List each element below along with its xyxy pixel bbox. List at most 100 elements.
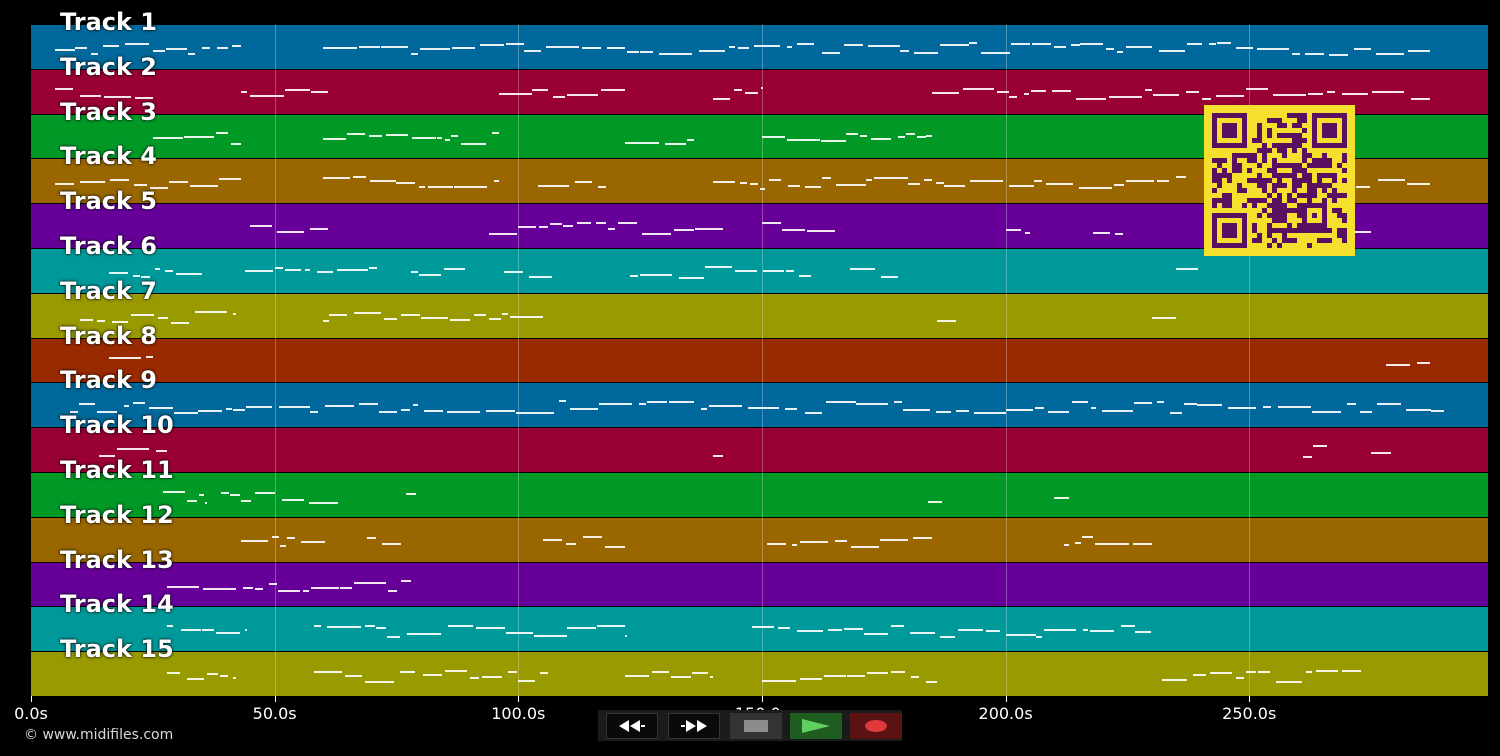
- note-bar: [956, 410, 969, 413]
- track-label: Track 3: [60, 97, 158, 126]
- track-label: Track 12: [60, 500, 174, 529]
- note-bar: [700, 408, 708, 411]
- note-bar: [217, 47, 228, 50]
- note-bar: [476, 626, 505, 629]
- note-bar: [924, 179, 933, 182]
- note-bar: [601, 88, 626, 91]
- note-bar: [1032, 42, 1052, 45]
- note-bar: [1135, 630, 1151, 633]
- note-bar: [368, 266, 377, 269]
- note-bar: [698, 49, 726, 52]
- note-bar: [279, 545, 287, 548]
- note-bar: [1183, 402, 1198, 405]
- note-bar: [761, 87, 764, 90]
- note-bar: [419, 185, 425, 188]
- note-bar: [412, 403, 418, 406]
- note-bar: [1197, 403, 1222, 406]
- note-bar: [1175, 176, 1186, 179]
- note-bar: [1201, 97, 1212, 100]
- note-bar: [324, 404, 354, 407]
- note-bar: [1346, 403, 1356, 406]
- note-bar: [250, 224, 272, 227]
- note-bar: [880, 275, 899, 278]
- note-bar: [710, 676, 714, 679]
- note-bar: [1311, 411, 1342, 414]
- tick-label: 250.0s: [1222, 704, 1277, 723]
- note-bar: [285, 88, 310, 91]
- note-bar: [1109, 96, 1142, 99]
- note-bar: [132, 274, 141, 277]
- rewind-icon: [619, 720, 645, 732]
- note-bar: [536, 411, 555, 414]
- note-bar: [1113, 184, 1124, 187]
- track-lane: [31, 516, 1488, 562]
- note-bar: [879, 539, 908, 542]
- note-bar: [492, 131, 499, 134]
- note-bar: [1304, 52, 1325, 55]
- note-bar: [1246, 670, 1256, 673]
- note-bar: [905, 133, 916, 136]
- note-bar: [935, 410, 951, 413]
- note-bar: [167, 672, 181, 675]
- note-bar: [1417, 361, 1430, 364]
- note-bar: [503, 270, 524, 273]
- note-bar: [553, 95, 565, 98]
- note-bar: [1080, 43, 1104, 46]
- note-bar: [1258, 670, 1270, 673]
- note-bar: [79, 402, 95, 405]
- play-button[interactable]: [790, 713, 842, 739]
- note-bar: [912, 536, 933, 539]
- note-bar: [1064, 544, 1070, 547]
- note-bar: [170, 322, 190, 325]
- note-bar: [565, 543, 577, 546]
- note-bar: [545, 45, 579, 48]
- note-bar: [1156, 401, 1165, 404]
- note-bar: [481, 675, 503, 678]
- note-bar: [1408, 49, 1430, 52]
- note-bar: [821, 140, 846, 143]
- note-bar: [91, 52, 99, 55]
- note-bar: [804, 186, 822, 189]
- note-bar: [183, 135, 215, 138]
- note-bar: [240, 540, 268, 543]
- note-bar: [189, 184, 218, 187]
- fast-forward-button[interactable]: [668, 713, 720, 739]
- note-bar: [55, 87, 74, 90]
- note-bar: [1083, 629, 1088, 632]
- note-bar: [232, 312, 236, 315]
- note-bar: [1031, 89, 1047, 92]
- note-bar: [694, 227, 723, 230]
- note-bar: [796, 43, 815, 46]
- tick-mark: [518, 696, 520, 702]
- note-bar: [358, 45, 380, 48]
- note-bar: [450, 135, 459, 138]
- note-bar: [110, 179, 129, 182]
- note-bar: [155, 450, 168, 453]
- note-bar: [734, 88, 742, 91]
- note-bar: [1075, 98, 1107, 101]
- record-button[interactable]: [850, 713, 902, 739]
- track-label: Track 6: [60, 232, 158, 260]
- note-bar: [102, 45, 120, 48]
- note-bar: [625, 141, 660, 144]
- rewind-button[interactable]: [606, 713, 658, 739]
- note-bar: [1009, 184, 1034, 187]
- note-bar: [935, 182, 944, 185]
- note-bar: [406, 492, 416, 495]
- note-bar: [540, 671, 548, 674]
- note-bar: [489, 233, 517, 236]
- note-bar: [1376, 52, 1405, 55]
- stop-button[interactable]: [730, 713, 782, 739]
- note-bar: [1276, 681, 1303, 684]
- note-bar: [737, 46, 749, 49]
- note-bar: [860, 134, 867, 137]
- note-bar: [328, 314, 348, 317]
- note-bar: [1078, 187, 1112, 190]
- note-bar: [176, 272, 202, 275]
- note-bar: [240, 91, 247, 94]
- note-bar: [180, 628, 201, 631]
- note-bar: [104, 96, 131, 99]
- note-bar: [686, 138, 694, 141]
- note-bar: [627, 50, 640, 53]
- note-bar: [131, 313, 155, 316]
